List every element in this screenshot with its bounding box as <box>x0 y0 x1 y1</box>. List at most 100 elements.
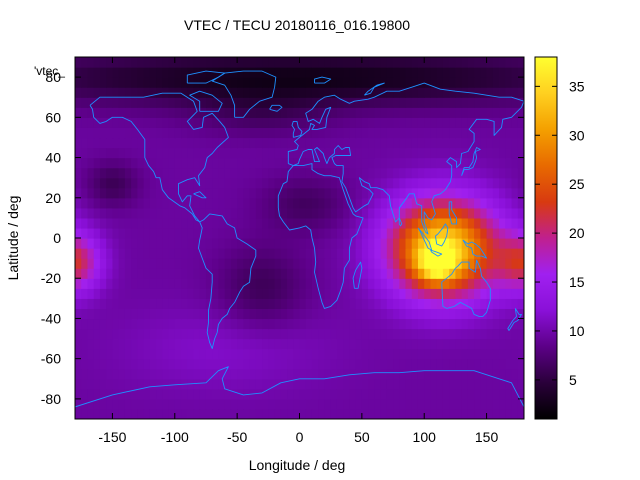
heatmap-cell <box>287 358 294 370</box>
heatmap-cell <box>287 77 294 88</box>
heatmap-cell <box>149 87 157 98</box>
heatmap-cell <box>455 117 463 128</box>
heatmap-cell <box>181 368 188 380</box>
heatmap-cell <box>212 187 220 199</box>
heatmap-cell <box>280 328 288 340</box>
heatmap-cell <box>424 268 432 279</box>
heatmap-cell <box>249 318 257 330</box>
heatmap-cell <box>143 67 151 78</box>
heatmap-cell <box>224 368 232 380</box>
heatmap-cell <box>380 157 388 169</box>
heatmap-cell <box>205 328 213 340</box>
heatmap-cell <box>243 207 251 219</box>
heatmap-cell <box>112 378 120 390</box>
heatmap-cell <box>318 207 326 219</box>
heatmap-cell <box>149 238 157 249</box>
heatmap-cell <box>511 227 519 239</box>
heatmap-cell <box>81 147 89 159</box>
heatmap-cell <box>224 298 232 309</box>
heatmap-cell <box>461 207 469 219</box>
heatmap-cell <box>499 187 506 199</box>
heatmap-cell <box>280 67 288 78</box>
heatmap-cell <box>411 137 419 149</box>
heatmap-cell <box>106 408 114 419</box>
heatmap-cell <box>517 67 524 78</box>
heatmap-cell <box>156 248 163 259</box>
heatmap-cell <box>368 308 375 320</box>
heatmap-cell <box>343 238 350 249</box>
heatmap-cell <box>386 107 394 118</box>
heatmap-cell <box>87 388 95 400</box>
heatmap-cell <box>174 388 182 400</box>
heatmap-cell <box>368 248 375 259</box>
heatmap-cell <box>405 368 413 380</box>
heatmap-cell <box>368 368 375 380</box>
heatmap-cell <box>380 207 388 219</box>
heatmap-cell <box>467 147 475 159</box>
heatmap-cell <box>149 278 157 289</box>
heatmap-cell <box>411 227 419 239</box>
heatmap-cell <box>480 398 488 410</box>
heatmap-cell <box>118 77 126 88</box>
heatmap-cell <box>486 107 494 118</box>
heatmap-cell <box>212 227 220 239</box>
heatmap-cell <box>499 87 506 98</box>
heatmap-cell <box>199 227 207 239</box>
heatmap-cell <box>274 258 282 269</box>
heatmap-cell <box>187 408 195 419</box>
heatmap-cell <box>118 318 126 330</box>
heatmap-cell <box>461 248 469 259</box>
heatmap-cell <box>480 177 488 189</box>
heatmap-cell <box>81 67 89 78</box>
heatmap-cell <box>193 127 201 139</box>
heatmap-cell <box>336 127 344 139</box>
heatmap-cell <box>380 97 388 108</box>
heatmap-cell <box>417 278 425 289</box>
heatmap-cell <box>187 238 195 249</box>
heatmap-cell <box>212 117 220 128</box>
heatmap-cell <box>305 57 313 68</box>
heatmap-cell <box>230 77 238 88</box>
heatmap-cell <box>368 408 375 419</box>
heatmap-cell <box>474 87 481 98</box>
heatmap-cell <box>268 107 276 118</box>
heatmap-cell <box>324 227 332 239</box>
heatmap-cell <box>93 127 101 139</box>
heatmap-cell <box>112 77 120 88</box>
heatmap-cell <box>293 248 301 259</box>
heatmap-cell <box>287 378 294 390</box>
heatmap-cell <box>511 288 519 299</box>
heatmap-cell <box>243 308 251 320</box>
heatmap-cell <box>436 268 444 279</box>
heatmap-cell <box>474 398 481 410</box>
heatmap-cell <box>293 338 301 350</box>
heatmap-cell <box>511 378 519 390</box>
heatmap-cell <box>224 57 232 68</box>
heatmap-cell <box>361 318 369 330</box>
heatmap-cell <box>99 368 107 380</box>
heatmap-cell <box>237 117 244 128</box>
heatmap-cell <box>131 238 138 249</box>
heatmap-cell <box>361 157 369 169</box>
coastline-japan <box>461 147 481 176</box>
heatmap-cell <box>442 137 450 149</box>
heatmap-cell <box>293 87 301 98</box>
heatmap-cell <box>174 248 182 259</box>
heatmap-cell <box>293 217 301 229</box>
heatmap-cell <box>417 408 425 419</box>
heatmap-cell <box>255 258 263 269</box>
heatmap-cell <box>237 217 244 229</box>
heatmap-cell <box>324 177 332 189</box>
heatmap-cell <box>505 318 513 330</box>
heatmap-cell <box>262 127 269 139</box>
heatmap-cell <box>162 278 170 289</box>
heatmap-cell <box>355 348 363 360</box>
heatmap-cell <box>93 368 101 380</box>
heatmap-cell <box>87 87 95 98</box>
heatmap-cell <box>124 348 132 360</box>
heatmap-cell <box>492 187 500 199</box>
heatmap-cell <box>374 227 382 239</box>
heatmap-cell <box>174 368 182 380</box>
heatmap-cell <box>411 298 419 309</box>
heatmap-cell <box>449 398 457 410</box>
